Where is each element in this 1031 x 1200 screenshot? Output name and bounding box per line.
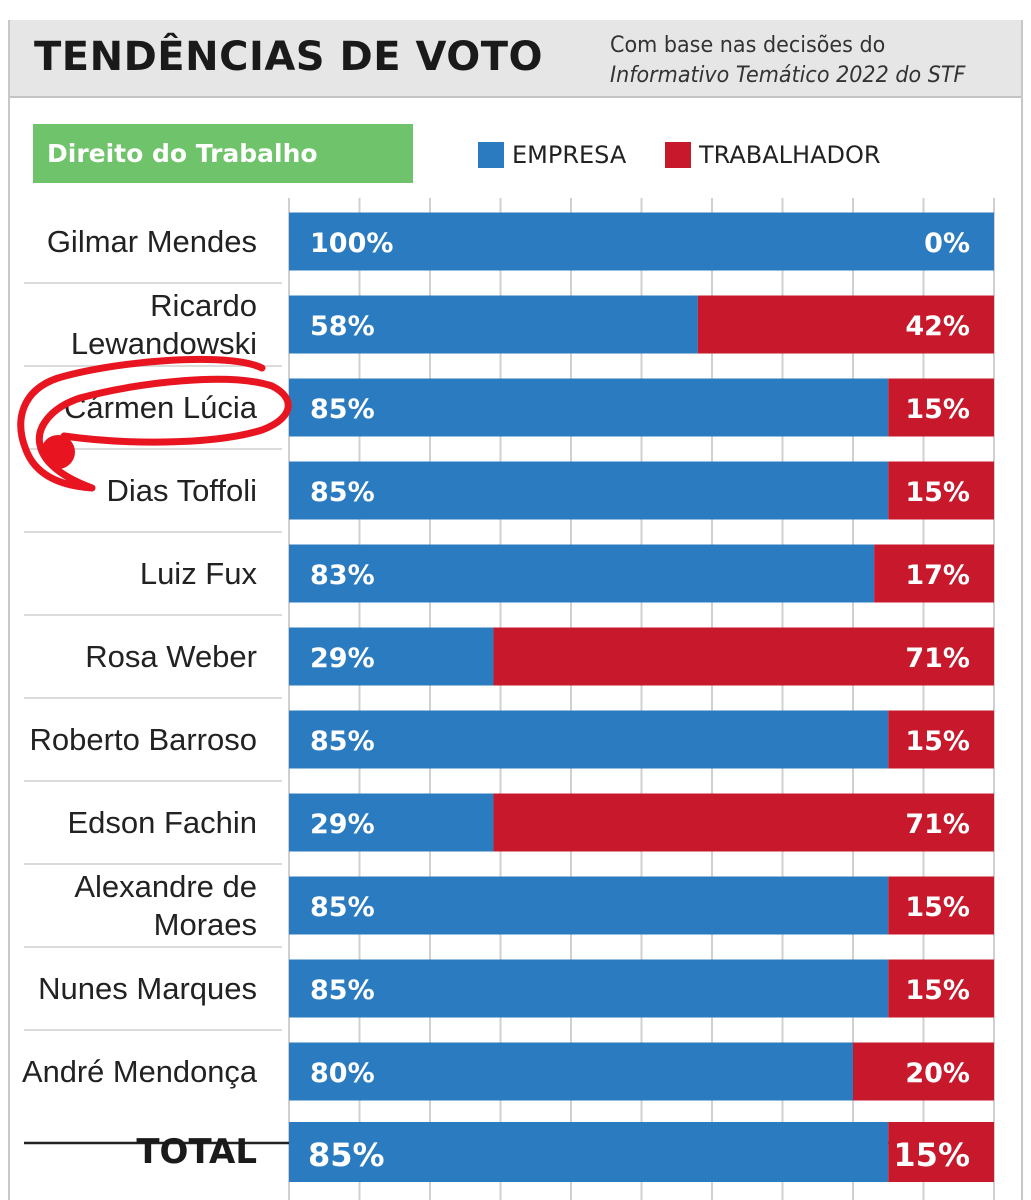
data-label-empresa: 29%	[310, 643, 375, 674]
category-label: Luiz Fux	[140, 556, 258, 591]
bar-trabalhador	[888, 710, 994, 769]
total-data-label-trabalhador: 15%	[893, 1136, 970, 1174]
bar-trabalhador	[888, 378, 994, 437]
subtitle-line-1: Com base nas decisões do	[610, 32, 886, 58]
data-label-trabalhador: 15%	[905, 726, 970, 757]
bar-empresa	[289, 627, 494, 686]
bar-empresa	[289, 295, 698, 354]
data-label-trabalhador: 15%	[905, 394, 970, 425]
bar-trabalhador	[493, 627, 994, 686]
data-label-trabalhador: 0%	[924, 228, 970, 259]
bar-empresa	[289, 212, 994, 271]
total-bar-trabalhador	[888, 1122, 994, 1182]
total-label: TOTAL	[136, 1132, 257, 1172]
category-label: André Mendonça	[22, 1054, 258, 1089]
bar-empresa	[289, 959, 889, 1018]
data-label-trabalhador: 17%	[905, 560, 970, 591]
header-bar: TENDÊNCIAS DE VOTO Com base nas decisões…	[10, 20, 1021, 98]
legend-label-trabalhador: TRABALHADOR	[699, 141, 881, 169]
legend-swatch-trabalhador	[665, 142, 691, 168]
data-label-empresa: 85%	[310, 726, 375, 757]
category-label: Dias Toffoli	[107, 473, 258, 508]
bar-trabalhador	[697, 295, 994, 354]
legend-trabalhador: TRABALHADOR	[665, 140, 881, 170]
category-label: Alexandre de	[74, 869, 257, 904]
chart-title: TENDÊNCIAS DE VOTO	[34, 34, 544, 80]
total-bar-empresa	[289, 1122, 889, 1182]
category-label: Lewandowski	[71, 326, 257, 361]
data-label-empresa: 83%	[310, 560, 375, 591]
bar-trabalhador	[853, 1042, 994, 1101]
data-label-trabalhador: 71%	[905, 643, 970, 674]
legend-label-empresa: EMPRESA	[512, 141, 627, 169]
category-label: Rosa Weber	[85, 639, 257, 674]
data-label-empresa: 85%	[310, 892, 375, 923]
category-label: Cármen Lúcia	[64, 390, 258, 425]
bar-empresa	[289, 710, 889, 769]
data-label-trabalhador: 15%	[905, 477, 970, 508]
bar-trabalhador	[888, 461, 994, 520]
category-label: Edson Fachin	[67, 805, 257, 840]
total-data-label-empresa: 85%	[308, 1136, 385, 1174]
bar-trabalhador	[888, 959, 994, 1018]
bar-empresa	[289, 544, 875, 603]
subtitle-line-2: Informativo Temático 2022 do STF	[610, 62, 966, 88]
category-label: Moraes	[154, 907, 257, 942]
legend-swatch-empresa	[478, 142, 504, 168]
bar-trabalhador	[888, 876, 994, 935]
data-label-empresa: 85%	[310, 975, 375, 1006]
bar-empresa	[289, 378, 889, 437]
data-label-empresa: 80%	[310, 1058, 375, 1089]
data-label-trabalhador: 42%	[905, 311, 970, 342]
category-label: Direito do Trabalho	[33, 124, 413, 183]
category-label: Nunes Marques	[38, 971, 257, 1006]
data-label-trabalhador: 20%	[905, 1058, 970, 1089]
data-label-trabalhador: 71%	[905, 809, 970, 840]
data-label-empresa: 100%	[310, 228, 393, 259]
data-label-empresa: 29%	[310, 809, 375, 840]
data-label-empresa: 85%	[310, 477, 375, 508]
bar-empresa	[289, 461, 889, 520]
bar-empresa	[289, 876, 889, 935]
data-label-empresa: 58%	[310, 311, 375, 342]
category-label: Ricardo	[150, 288, 257, 323]
data-label-trabalhador: 15%	[905, 892, 970, 923]
legend-empresa: EMPRESA	[478, 140, 626, 170]
data-label-trabalhador: 15%	[905, 975, 970, 1006]
bar-trabalhador	[493, 793, 994, 852]
bar-trabalhador	[874, 544, 994, 603]
chart-subtitle: Com base nas decisões do Informativo Tem…	[610, 30, 965, 90]
bar-empresa	[289, 793, 494, 852]
data-label-empresa: 85%	[310, 394, 375, 425]
category-label: Roberto Barroso	[30, 722, 257, 757]
bar-empresa	[289, 1042, 853, 1101]
category-label: Gilmar Mendes	[47, 224, 257, 259]
